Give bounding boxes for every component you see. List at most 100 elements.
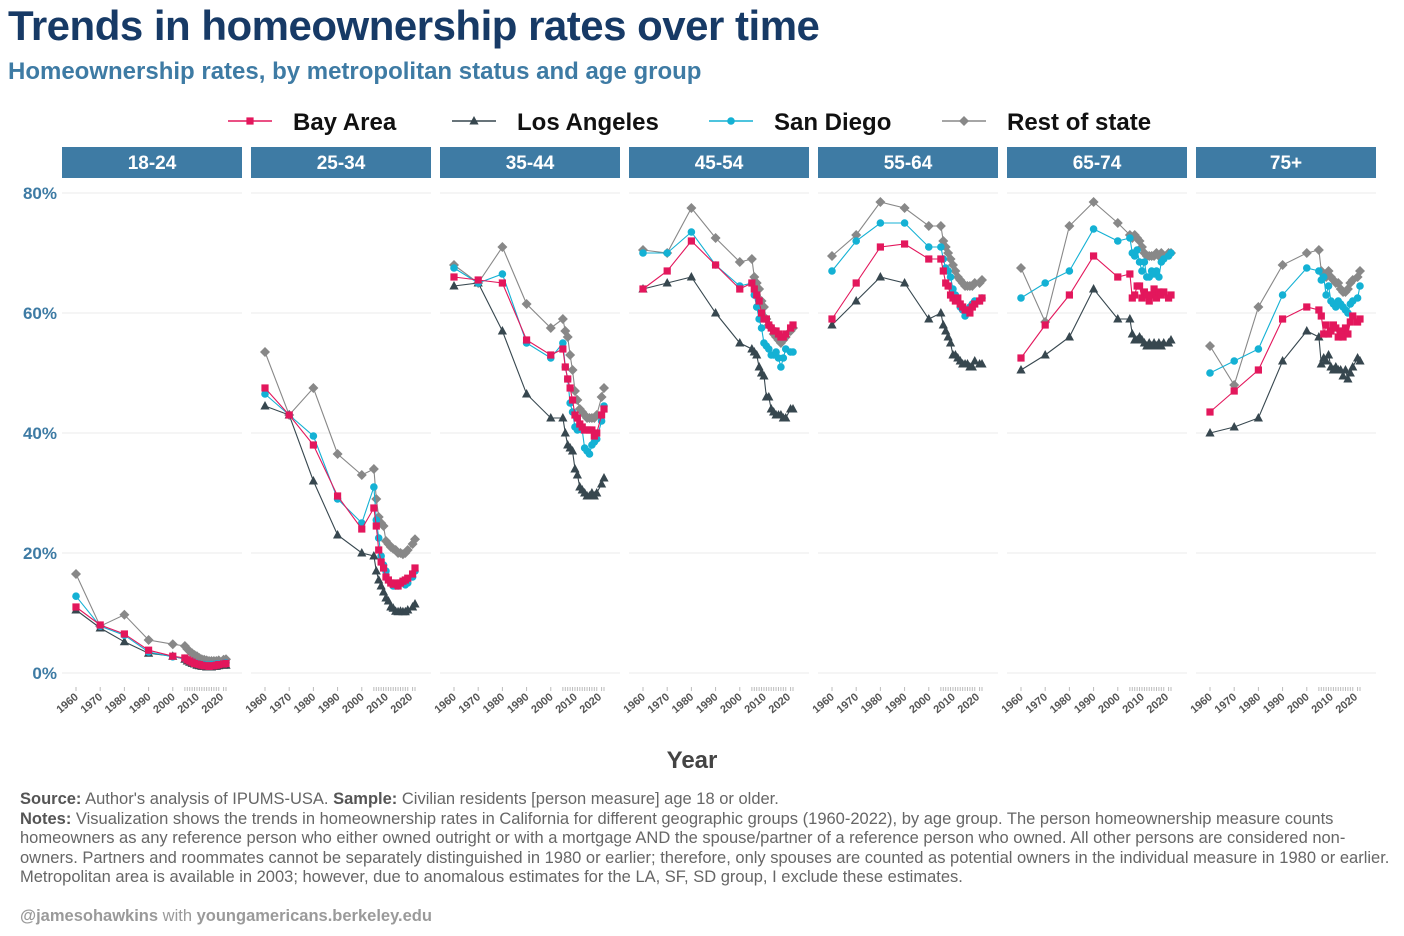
data-point-los-angeles — [560, 428, 570, 437]
data-point-los-angeles — [710, 308, 721, 317]
series-san-diego — [1017, 225, 1175, 302]
y-tick-label: 20% — [23, 544, 57, 563]
facet-label: 75+ — [1270, 153, 1302, 174]
x-tick-label: 1970 — [268, 691, 294, 716]
data-point-san-diego — [1356, 282, 1364, 290]
data-point-los-angeles — [781, 413, 791, 422]
facet-label: 55-64 — [884, 153, 933, 174]
data-point-rest-of-state — [565, 350, 576, 360]
data-point-los-angeles — [875, 272, 885, 281]
facet-label: 25-34 — [317, 153, 366, 174]
data-point-bay-area — [1167, 291, 1175, 299]
data-point-bay-area — [72, 603, 80, 611]
data-point-rest-of-state — [332, 449, 343, 459]
x-tick-label: 1970 — [457, 691, 483, 716]
data-point-san-diego — [876, 219, 885, 227]
series-san-diego — [1206, 264, 1364, 377]
x-tick-label: 2000 — [340, 691, 366, 716]
data-point-rest-of-state — [686, 203, 697, 213]
data-point-san-diego — [1133, 246, 1141, 254]
data-point-bay-area — [711, 261, 720, 269]
series-bay-area — [450, 273, 608, 440]
data-point-bay-area — [379, 564, 388, 572]
data-point-san-diego — [1041, 279, 1049, 287]
data-point-los-angeles — [521, 389, 532, 398]
data-point-san-diego — [1113, 237, 1122, 245]
data-point-bay-area — [144, 646, 153, 654]
data-point-bay-area — [358, 525, 366, 533]
data-point-los-angeles — [1321, 356, 1331, 365]
data-point-san-diego — [559, 339, 567, 347]
series-bay-area — [1017, 252, 1175, 362]
data-point-bay-area — [474, 276, 482, 284]
data-point-san-diego — [1353, 294, 1362, 302]
data-point-san-diego — [1152, 267, 1161, 275]
facet-label: 65-74 — [1073, 153, 1122, 174]
data-point-los-angeles — [449, 281, 459, 290]
x-tick-label: 2000 — [1285, 691, 1311, 716]
data-point-bay-area — [1341, 324, 1350, 332]
x-tick-label: 1990 — [316, 691, 342, 716]
data-point-san-diego — [1017, 294, 1025, 302]
facet-strip — [629, 147, 809, 178]
data-point-bay-area — [954, 294, 962, 302]
data-point-bay-area — [1041, 321, 1049, 329]
x-tick-label: 1960 — [621, 691, 647, 716]
data-point-los-angeles — [936, 308, 946, 317]
data-point-bay-area — [1344, 330, 1352, 338]
y-tick-label: 80% — [23, 184, 57, 203]
credit-line: @jamesohawkins with youngamericans.berke… — [20, 907, 432, 926]
x-tick-label: 2010 — [553, 691, 579, 716]
data-point-san-diego — [1254, 345, 1263, 353]
facet-label: 35-44 — [506, 153, 555, 174]
data-point-los-angeles — [308, 476, 318, 485]
series-bay-area — [828, 240, 986, 323]
data-point-bay-area — [1303, 303, 1311, 311]
series-rest-of-state — [260, 347, 420, 560]
legend-item-los-angeles: Los Angeles — [452, 109, 659, 136]
data-point-los-angeles — [1166, 335, 1176, 344]
data-point-bay-area — [408, 570, 417, 578]
notes-line: Notes: Visualization shows the trends in… — [20, 810, 1390, 888]
facet-label: 45-54 — [695, 153, 744, 174]
data-point-rest-of-state — [567, 365, 578, 375]
data-point-san-diego — [1126, 234, 1134, 242]
data-point-san-diego — [585, 450, 594, 458]
credit-site: youngamericans.berkeley.edu — [196, 907, 432, 925]
data-point-bay-area — [1152, 294, 1161, 302]
data-point-los-angeles — [596, 479, 607, 488]
data-point-los-angeles — [1345, 368, 1355, 377]
data-point-bay-area — [561, 363, 569, 371]
data-point-los-angeles — [369, 551, 379, 560]
legend-item-san-diego: San Diego — [709, 109, 891, 136]
x-tick-label: 1960 — [999, 691, 1025, 716]
data-point-san-diego — [765, 345, 773, 353]
legend-item-bay-area: Bay Area — [228, 109, 397, 136]
data-point-rest-of-state — [1355, 266, 1365, 276]
data-point-rest-of-state — [378, 521, 389, 531]
data-point-los-angeles — [558, 413, 568, 422]
data-point-los-angeles — [1040, 350, 1050, 359]
series-bay-area — [72, 603, 230, 670]
data-point-los-angeles — [260, 401, 270, 410]
data-point-san-diego — [946, 273, 955, 281]
data-point-bay-area — [370, 504, 378, 512]
legend-marker-bay-area — [246, 117, 254, 125]
data-point-san-diego — [498, 270, 507, 278]
data-point-bay-area — [588, 426, 596, 434]
source-text: Author's analysis of IPUMS-USA. — [81, 790, 334, 808]
data-point-los-angeles — [374, 575, 384, 584]
facet-label: 18-24 — [128, 153, 177, 174]
x-tick-label: 1970 — [835, 691, 861, 716]
data-point-bay-area — [944, 282, 952, 290]
x-tick-label: 2000 — [907, 691, 933, 716]
series-los-angeles — [1205, 326, 1365, 437]
data-point-san-diego — [370, 483, 378, 491]
x-tick-label: 1960 — [1188, 691, 1214, 716]
data-point-bay-area — [971, 300, 979, 308]
data-point-bay-area — [309, 441, 317, 449]
data-point-san-diego — [1167, 249, 1175, 257]
data-point-bay-area — [120, 630, 128, 638]
